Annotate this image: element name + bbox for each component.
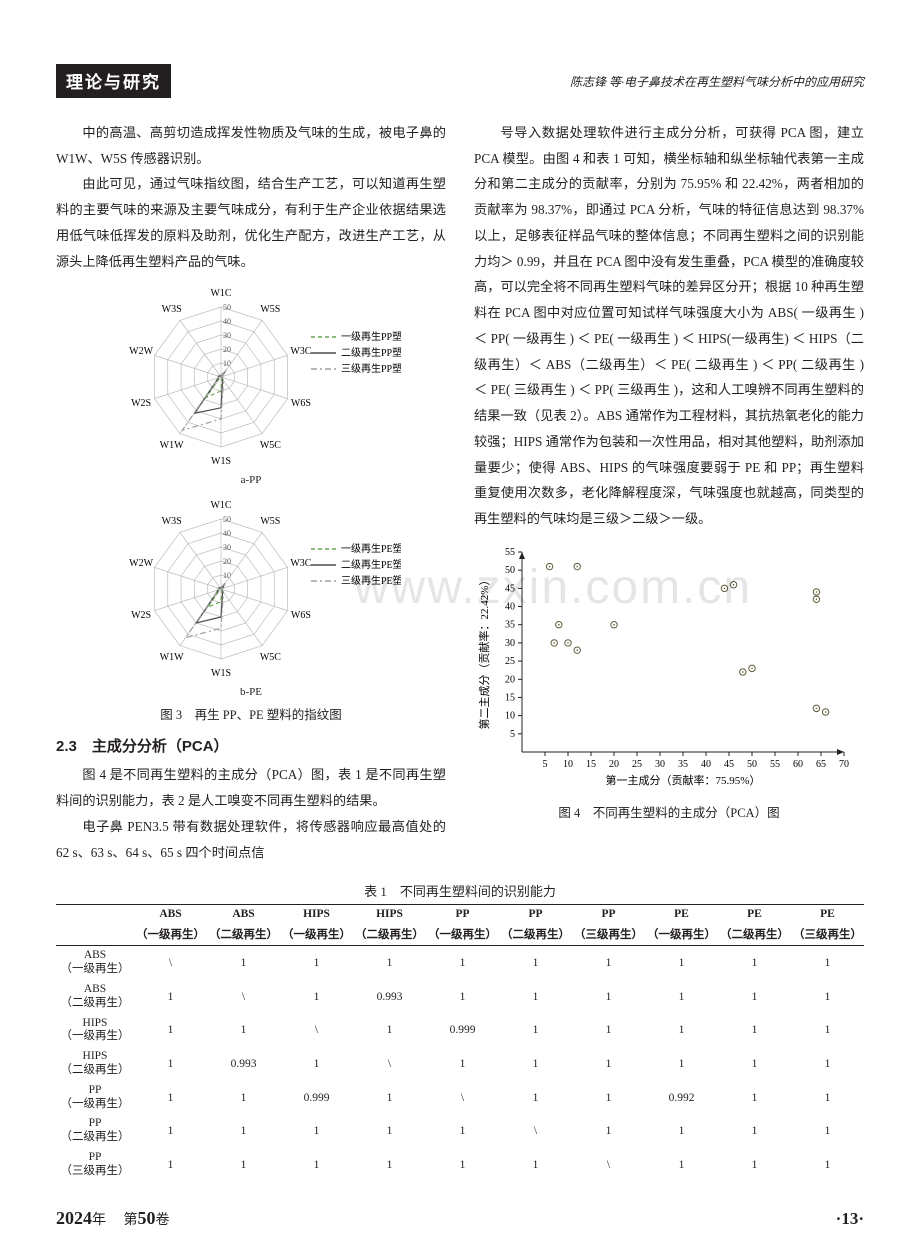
- svg-text:W1W: W1W: [160, 440, 184, 451]
- svg-text:20: 20: [223, 345, 231, 354]
- radar-svg-pp: 10 20 30 40 50 W1C W5S W3C W6S W5C W1S W1W W2S W2W W3S…: [101, 282, 401, 472]
- svg-text:35: 35: [505, 619, 515, 630]
- footer-volume: 50: [138, 1208, 156, 1228]
- svg-text:二级再生PE塑料: 二级再生PE塑料: [341, 558, 401, 571]
- svg-text:10: 10: [223, 571, 231, 580]
- footer-page: ·13·: [836, 1209, 864, 1229]
- left-p4: 电子鼻 PEN3.5 带有数据处理软件，将传感器响应最高值处的 62 s、63 …: [56, 814, 446, 865]
- svg-text:50: 50: [223, 303, 231, 312]
- svg-text:30: 30: [505, 638, 515, 649]
- svg-text:20: 20: [609, 759, 619, 770]
- svg-text:一级再生PE塑料: 一级再生PE塑料: [341, 542, 401, 555]
- svg-text:70: 70: [839, 759, 849, 770]
- svg-text:5: 5: [510, 729, 515, 740]
- radar-caption-b: b-PE: [101, 686, 401, 698]
- left-p3: 图 4 是不同再生塑料的主成分（PCA）图，表 1 是不同再生塑料间的识别能力，…: [56, 762, 446, 813]
- svg-text:第一主成分（贡献率：75.95%）: 第一主成分（贡献率：75.95%）: [606, 773, 761, 787]
- svg-text:一级再生PP塑料: 一级再生PP塑料: [341, 330, 401, 343]
- svg-text:W5C: W5C: [260, 652, 281, 663]
- svg-text:40: 40: [223, 317, 231, 326]
- svg-text:40: 40: [223, 529, 231, 538]
- fig3-caption: 图 3 再生 PP、PE 塑料的指纹图: [56, 704, 446, 723]
- table1: ABSABSHIPSHIPSPPPPPPPEPEPE （一级再生）（二级再生）（…: [56, 904, 864, 1181]
- svg-text:W3C: W3C: [290, 558, 311, 569]
- table1-title: 表 1 不同再生塑料间的识别能力: [56, 881, 864, 900]
- svg-text:W5S: W5S: [260, 304, 280, 315]
- svg-text:65: 65: [816, 759, 826, 770]
- left-column: 中的高温、高剪切造成挥发性物质及气味的生成，被电子鼻的 W1W、W5S 传感器识…: [56, 120, 446, 865]
- radar-svg-pe: 10 20 30 40 50 W1C W5S W3C W6S W5C W1S W1W W2S W2W W3S…: [101, 494, 401, 684]
- svg-text:W6S: W6S: [291, 610, 311, 621]
- svg-text:10: 10: [223, 359, 231, 368]
- running-head: 陈志锋 等·电子鼻技术在再生塑料气味分析中的应用研究: [570, 73, 864, 90]
- svg-text:W1W: W1W: [160, 652, 184, 663]
- right-p1: 号导入数据处理软件进行主成分分析，可获得 PCA 图，建立 PCA 模型。由图 …: [474, 120, 864, 532]
- svg-text:50: 50: [223, 515, 231, 524]
- svg-text:10: 10: [563, 759, 573, 770]
- svg-text:50: 50: [747, 759, 757, 770]
- svg-text:20: 20: [223, 557, 231, 566]
- svg-text:W1C: W1C: [210, 500, 231, 511]
- svg-text:10: 10: [505, 710, 515, 721]
- svg-text:三级再生PE塑料: 三级再生PE塑料: [341, 574, 401, 587]
- svg-text:55: 55: [770, 759, 780, 770]
- svg-text:W2W: W2W: [129, 558, 153, 569]
- svg-text:二级再生PP塑料: 二级再生PP塑料: [341, 346, 401, 359]
- svg-text:50: 50: [505, 565, 515, 576]
- svg-text:W2S: W2S: [131, 398, 151, 409]
- svg-text:35: 35: [678, 759, 688, 770]
- svg-text:40: 40: [701, 759, 711, 770]
- footer-left: 2024年 第50卷: [56, 1208, 170, 1229]
- svg-text:W6S: W6S: [291, 398, 311, 409]
- footer-year: 2024: [56, 1208, 92, 1228]
- svg-text:第二主成分（贡献率：22.42%）: 第二主成分（贡献率：22.42%）: [477, 574, 491, 729]
- section-tag: 理论与研究: [56, 64, 171, 98]
- page-header: 理论与研究 陈志锋 等·电子鼻技术在再生塑料气味分析中的应用研究: [56, 64, 864, 98]
- radar-chart-pp: 10 20 30 40 50 W1C W5S W3C W6S W5C W1S W1W W2S W2W W3S…: [101, 282, 401, 486]
- svg-text:W3C: W3C: [290, 346, 311, 357]
- left-p1: 中的高温、高剪切造成挥发性物质及气味的生成，被电子鼻的 W1W、W5S 传感器识…: [56, 120, 446, 171]
- svg-text:15: 15: [505, 692, 515, 703]
- svg-text:45: 45: [505, 583, 515, 594]
- svg-text:W1C: W1C: [210, 288, 231, 299]
- right-column: 号导入数据处理软件进行主成分分析，可获得 PCA 图，建立 PCA 模型。由图 …: [474, 120, 864, 865]
- svg-text:55: 55: [505, 547, 515, 558]
- scatter-svg: 5 10 15 20 25 30 35 40 45 50 55 60 65 70 5 10 15 20 25 30 35…: [474, 542, 854, 792]
- svg-text:20: 20: [505, 674, 515, 685]
- page-footer: 2024年 第50卷 ·13·: [56, 1208, 864, 1229]
- svg-text:W2S: W2S: [131, 610, 151, 621]
- radar-chart-pe: 10 20 30 40 50 W1C W5S W3C W6S W5C W1S W1W W2S W2W W3S…: [101, 494, 401, 698]
- svg-text:W5S: W5S: [260, 516, 280, 527]
- two-column-layout: 中的高温、高剪切造成挥发性物质及气味的生成，被电子鼻的 W1W、W5S 传感器识…: [56, 120, 864, 865]
- svg-text:40: 40: [505, 601, 515, 612]
- footer-year-suffix: 年: [92, 1213, 106, 1228]
- svg-text:30: 30: [223, 331, 231, 340]
- svg-text:5: 5: [543, 759, 548, 770]
- svg-text:W5C: W5C: [260, 440, 281, 451]
- svg-text:60: 60: [793, 759, 803, 770]
- radar-caption-a: a-PP: [101, 474, 401, 486]
- svg-text:15: 15: [586, 759, 596, 770]
- svg-text:三级再生PP塑料: 三级再生PP塑料: [341, 362, 401, 375]
- footer-vol-suffix: 卷: [156, 1213, 170, 1228]
- svg-text:W1S: W1S: [211, 668, 231, 679]
- svg-text:30: 30: [655, 759, 665, 770]
- svg-text:W3S: W3S: [162, 516, 182, 527]
- footer-vol-prefix: 第: [124, 1213, 138, 1228]
- svg-text:30: 30: [223, 543, 231, 552]
- svg-text:W2W: W2W: [129, 346, 153, 357]
- svg-text:W1S: W1S: [211, 456, 231, 467]
- left-p2: 由此可见，通过气味指纹图，结合生产工艺，可以知道再生塑料的主要气味的来源及主要气…: [56, 171, 446, 274]
- svg-text:45: 45: [724, 759, 734, 770]
- svg-text:W3S: W3S: [162, 304, 182, 315]
- pca-scatter: 5 10 15 20 25 30 35 40 45 50 55 60 65 70 5 10 15 20 25 30 35…: [474, 542, 864, 821]
- svg-text:25: 25: [632, 759, 642, 770]
- svg-text:25: 25: [505, 656, 515, 667]
- fig4-caption: 图 4 不同再生塑料的主成分（PCA）图: [474, 802, 864, 821]
- subheading-2-3: 2.3 主成分分析（PCA）: [56, 735, 446, 756]
